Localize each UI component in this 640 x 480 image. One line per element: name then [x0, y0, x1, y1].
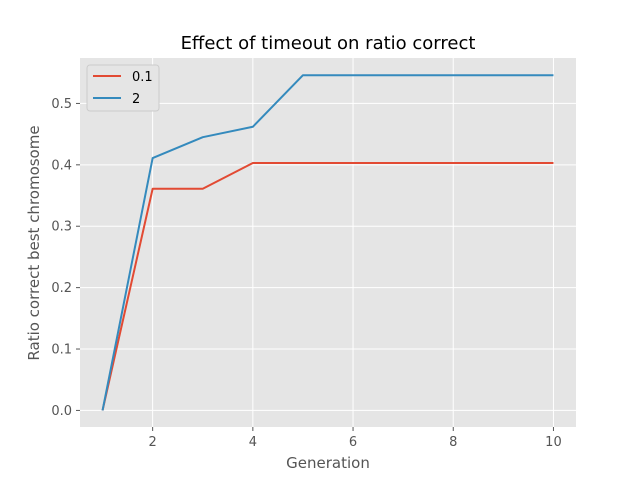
grid-lines [80, 58, 576, 427]
y-axis-ticks: 0.0 0.1 0.2 0.3 0.4 0.5 [51, 97, 80, 419]
legend: 0.12 [86, 64, 160, 112]
series-line-0 [101, 161, 554, 411]
y-tick-label: 0.1 [51, 343, 72, 358]
series-line-1 [101, 74, 554, 411]
y-tick-label: 0.5 [51, 97, 72, 112]
x-tick-label: 2 [149, 435, 157, 450]
x-tick-label: 6 [349, 435, 357, 450]
y-tick-label: 0.4 [51, 158, 72, 173]
y-tick-label: 0.3 [51, 220, 72, 235]
chart-title: Effect of timeout on ratio correct [181, 33, 476, 54]
x-tick-label: 4 [249, 435, 257, 450]
y-tick-label: 0.2 [51, 281, 72, 296]
series-lines [101, 74, 554, 411]
y-tick-label: 0.0 [51, 404, 72, 419]
x-axis-ticks: 2 4 6 8 10 [149, 427, 562, 450]
legend-label-0: 0.1 [132, 70, 153, 85]
x-tick-label: 8 [449, 435, 457, 450]
x-axis-label: Generation [286, 454, 370, 472]
x-tick-label: 10 [545, 435, 562, 450]
legend-label-1: 2 [132, 92, 140, 107]
plot-area [80, 58, 576, 427]
y-axis-label: Ratio correct best chromosome [25, 125, 43, 360]
